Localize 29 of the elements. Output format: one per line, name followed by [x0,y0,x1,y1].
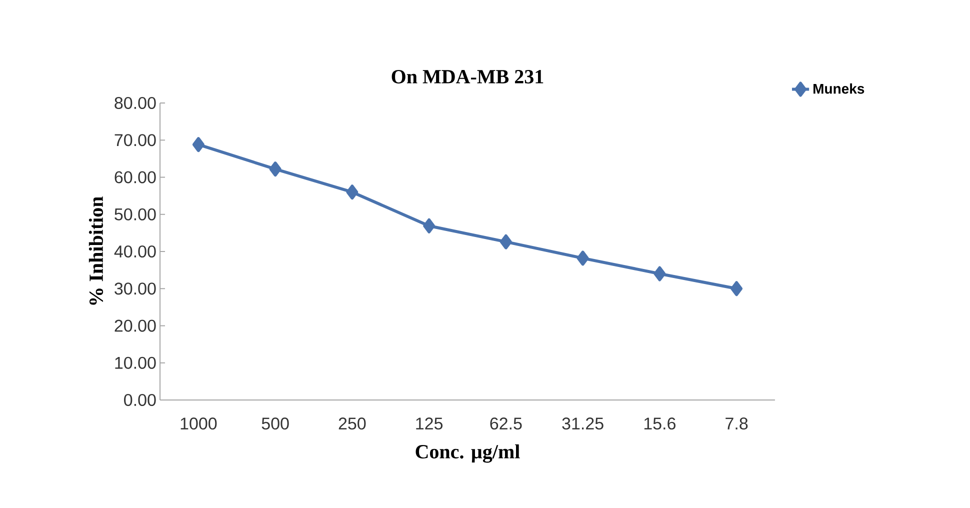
x-tick-label: 1000 [180,418,217,430]
point [654,266,666,282]
y-axis-title: % Inhibition [88,196,104,305]
point [500,234,512,250]
y-tick-label: 30.00 [114,282,156,295]
y-tick-label: 10.00 [115,356,156,369]
x-tick-label: 15.6 [644,418,676,430]
x-tick-label: 7.8 [726,418,748,430]
y-tick-label: 80.00 [114,96,156,110]
x-tick-label: 125 [416,418,443,430]
x-tick-label: 500 [262,418,289,430]
y-tick-label: 0.00 [124,394,156,406]
legend-label: Muneks [814,83,864,94]
point [192,137,204,152]
x-tick-label: 31.25 [562,418,604,430]
y-tick-label: 20.00 [114,320,156,332]
point [346,184,358,200]
y-tick-label: 60.00 [114,171,156,184]
point [576,250,589,266]
y-tick-label: 50.00 [114,208,156,220]
x-tick-label: 62.5 [490,418,522,430]
point [423,218,436,234]
point [730,281,743,296]
y-tick-label: 70.00 [114,134,156,146]
y-tick-label: 40.00 [114,245,156,258]
point [269,162,282,177]
x-axis-title: Conc. µg/ml [416,444,520,463]
chart-title: On MDA-MB 231 [392,70,544,84]
x-tick-label: 250 [338,418,366,430]
